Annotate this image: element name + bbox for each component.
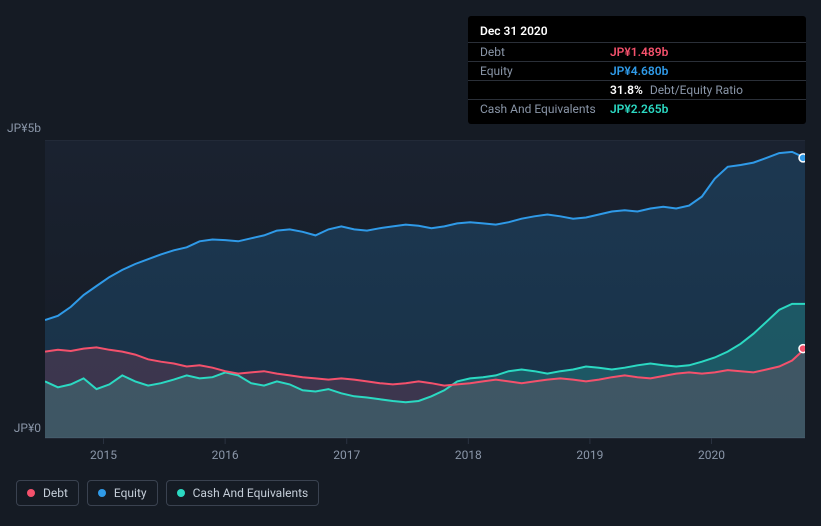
legend-item-label: Cash And Equivalents bbox=[193, 486, 309, 500]
legend-item-label: Debt bbox=[43, 486, 68, 500]
tooltip-row-value: JP¥4.680b bbox=[610, 64, 668, 78]
tooltip-row-label: Cash And Equivalents bbox=[480, 102, 610, 116]
tooltip-box: Dec 31 2020 DebtJP¥1.489bEquityJP¥4.680b… bbox=[468, 16, 806, 124]
end-marker-equity bbox=[799, 154, 805, 162]
tooltip-row: DebtJP¥1.489b bbox=[468, 42, 806, 61]
tooltip-date: Dec 31 2020 bbox=[468, 22, 806, 42]
tooltip-row-value: JP¥2.265b bbox=[610, 102, 668, 116]
legend: Debt Equity Cash And Equivalents bbox=[16, 480, 319, 506]
legend-item-cash-and-equivalents[interactable]: Cash And Equivalents bbox=[166, 480, 320, 506]
tooltip-row-label: Debt bbox=[480, 45, 610, 59]
tooltip-row-label: Equity bbox=[480, 64, 610, 78]
legend-dot-icon bbox=[98, 489, 106, 497]
x-axis-label: 2016 bbox=[212, 448, 239, 462]
legend-dot-icon bbox=[27, 489, 35, 497]
x-axis-label: 2019 bbox=[576, 448, 603, 462]
y-axis-label: JP¥5b bbox=[1, 121, 41, 135]
tooltip-row-extra: Debt/Equity Ratio bbox=[647, 83, 743, 97]
tooltip-row: 31.8% Debt/Equity Ratio bbox=[468, 80, 806, 99]
tooltip-row: EquityJP¥4.680b bbox=[468, 61, 806, 80]
y-axis-label: JP¥0 bbox=[1, 421, 41, 435]
x-axis-label: 2020 bbox=[698, 448, 725, 462]
chart-area bbox=[45, 140, 805, 450]
tooltip-row: Cash And EquivalentsJP¥2.265b bbox=[468, 99, 806, 118]
tooltip-row-value: JP¥1.489b bbox=[610, 45, 668, 59]
x-axis-label: 2018 bbox=[455, 448, 482, 462]
legend-item-equity[interactable]: Equity bbox=[87, 480, 158, 506]
x-axis-label: 2017 bbox=[333, 448, 360, 462]
legend-dot-icon bbox=[177, 489, 185, 497]
legend-item-label: Equity bbox=[114, 486, 147, 500]
end-marker-debt bbox=[799, 345, 805, 353]
legend-item-debt[interactable]: Debt bbox=[16, 480, 79, 506]
tooltip-row-label bbox=[480, 83, 610, 97]
x-axis-label: 2015 bbox=[90, 448, 117, 462]
tooltip-row-value: 31.8% Debt/Equity Ratio bbox=[610, 83, 743, 97]
